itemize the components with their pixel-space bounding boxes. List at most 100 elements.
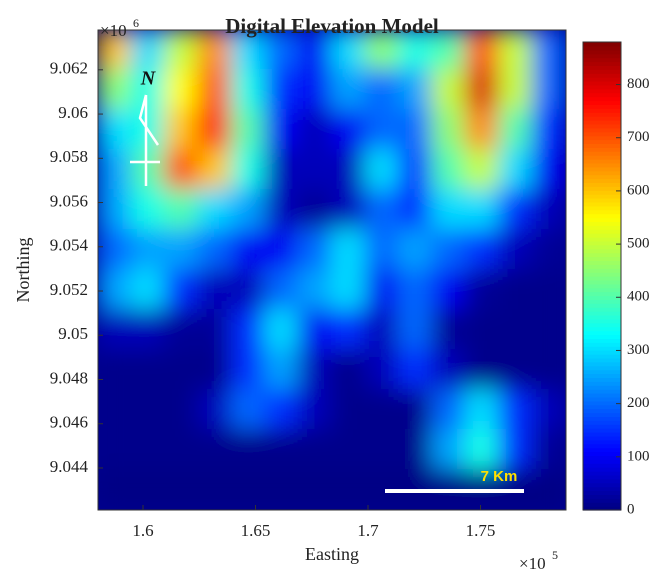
colorbar-segment bbox=[583, 209, 621, 215]
colorbar-segment bbox=[583, 311, 621, 316]
cell bbox=[98, 429, 133, 471]
x-tick-label: 1.65 bbox=[241, 521, 271, 540]
colorbar-segment bbox=[583, 342, 621, 347]
colorbar-segment bbox=[583, 291, 621, 297]
colorbar-segment bbox=[583, 225, 621, 230]
colorbar-segment bbox=[583, 256, 621, 261]
cell bbox=[230, 189, 267, 231]
x-multiplier: ×10 bbox=[519, 554, 546, 571]
cell bbox=[197, 389, 233, 431]
cell bbox=[431, 149, 467, 191]
colorbar-segment bbox=[583, 244, 621, 250]
cell bbox=[364, 429, 400, 471]
y-tick-label: 9.054 bbox=[50, 236, 89, 255]
colorbar-segment bbox=[583, 65, 621, 70]
colorbar-segment bbox=[583, 135, 621, 141]
colorbar-segment bbox=[583, 318, 621, 324]
colorbar-segment bbox=[583, 81, 621, 86]
cell bbox=[397, 389, 434, 431]
cell bbox=[297, 309, 333, 351]
colorbar-segment bbox=[583, 143, 621, 148]
cell bbox=[397, 189, 434, 231]
cell bbox=[531, 269, 566, 311]
colorbar-segment bbox=[583, 229, 621, 234]
cell bbox=[431, 69, 467, 111]
cell bbox=[464, 109, 501, 151]
cell bbox=[498, 229, 534, 271]
y-tick-label: 9.06 bbox=[58, 103, 88, 122]
cell bbox=[230, 229, 267, 271]
colorbar-segment bbox=[583, 416, 621, 421]
cell bbox=[431, 349, 467, 391]
colorbar-segment bbox=[583, 221, 621, 226]
cell bbox=[197, 469, 233, 510]
colorbar-segment bbox=[583, 116, 621, 121]
cell bbox=[297, 389, 333, 431]
y-tick-label: 9.058 bbox=[50, 147, 88, 166]
y-tick-label: 9.048 bbox=[50, 368, 88, 387]
cell bbox=[163, 269, 200, 311]
colorbar-segment bbox=[583, 490, 621, 495]
colorbar-segment bbox=[583, 412, 621, 417]
colorbar-tick-label: 600 bbox=[627, 182, 650, 198]
cell bbox=[397, 109, 434, 151]
cell bbox=[230, 429, 267, 471]
cell bbox=[297, 469, 333, 510]
cell bbox=[498, 30, 534, 71]
cell bbox=[130, 469, 166, 510]
cell bbox=[531, 469, 566, 510]
colorbar-segment bbox=[583, 330, 621, 336]
cell bbox=[130, 69, 166, 111]
colorbar-segment bbox=[583, 396, 621, 402]
x-tick-label: 1.75 bbox=[466, 521, 496, 540]
y-tick-label: 9.052 bbox=[50, 280, 88, 299]
cell bbox=[163, 30, 200, 71]
cell bbox=[197, 109, 233, 151]
cell bbox=[498, 429, 534, 471]
cell bbox=[264, 469, 300, 510]
colorbar-segment bbox=[583, 194, 621, 199]
cell bbox=[197, 429, 233, 471]
colorbar-segment bbox=[583, 104, 621, 109]
cell bbox=[331, 149, 367, 191]
cell bbox=[98, 229, 133, 271]
colorbar-segment bbox=[583, 400, 621, 406]
colorbar-segment bbox=[583, 498, 621, 503]
colorbar-segment bbox=[583, 420, 621, 425]
colorbar-segment bbox=[583, 354, 621, 359]
colorbar-segment bbox=[583, 96, 621, 102]
colorbar-segment bbox=[583, 45, 621, 51]
cell bbox=[297, 69, 333, 111]
colorbar-segment bbox=[583, 174, 621, 180]
colorbar-segment bbox=[583, 159, 621, 164]
colorbar-segment bbox=[583, 100, 621, 105]
x-tick-label: 1.6 bbox=[132, 521, 153, 540]
cell bbox=[331, 349, 367, 391]
colorbar-segment bbox=[583, 447, 621, 453]
colorbar-segment bbox=[583, 494, 621, 499]
colorbar-segment bbox=[583, 112, 621, 117]
north-arrow: N bbox=[130, 68, 160, 186]
colorbar-segment bbox=[583, 435, 621, 441]
colorbar-segment bbox=[583, 147, 621, 152]
cell bbox=[364, 30, 400, 71]
cell bbox=[98, 109, 133, 151]
cell bbox=[98, 30, 133, 71]
colorbar-segment bbox=[583, 385, 621, 390]
cell bbox=[264, 229, 300, 271]
colorbar-segment bbox=[583, 190, 621, 195]
cell bbox=[163, 69, 200, 111]
cell bbox=[98, 189, 133, 231]
cell bbox=[264, 149, 300, 191]
cell bbox=[364, 109, 400, 151]
cell bbox=[297, 189, 333, 231]
cell bbox=[498, 269, 534, 311]
cell bbox=[197, 189, 233, 231]
cell bbox=[331, 269, 367, 311]
scale-bar: 7 Km bbox=[385, 468, 524, 493]
cell bbox=[531, 389, 566, 431]
colorbar-segment bbox=[583, 338, 621, 343]
cell bbox=[264, 69, 300, 111]
north-label: N bbox=[140, 68, 157, 90]
